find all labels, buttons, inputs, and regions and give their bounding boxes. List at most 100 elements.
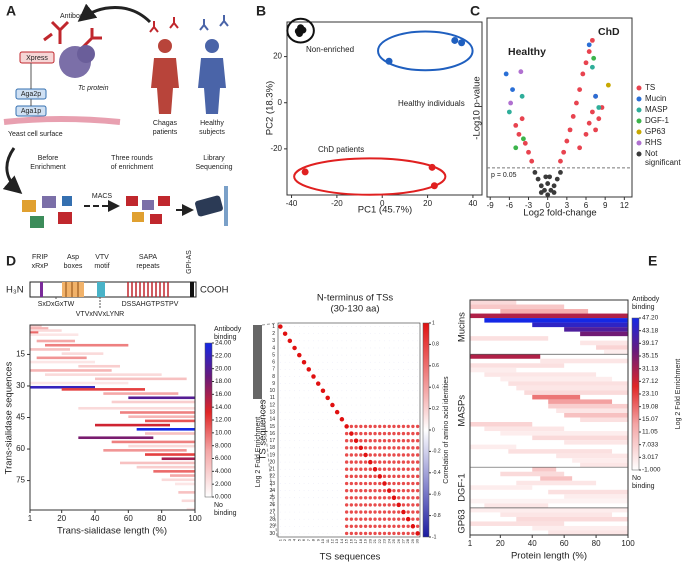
corr-dot [415,453,420,457]
corr-dot [359,460,363,464]
corr-dot [401,509,406,515]
corr-dot [374,404,376,406]
corr-dot [398,326,400,327]
corr-dot [384,390,385,392]
chart-title: (30-130 aa) [330,304,379,315]
corr-dot [332,468,333,470]
corr-dot [322,454,324,456]
corr-dot [392,503,396,507]
heat-cell [30,329,62,332]
point [605,82,611,88]
corr-dot [294,476,295,477]
legend-label: GP63 [645,127,666,136]
corr-dot [378,496,382,500]
heat-cell [145,419,195,423]
panel-label: A [6,3,16,19]
corr-dot [289,518,291,520]
corr-dot [327,533,329,534]
row-label: 18 [269,445,275,451]
heat-cell [470,313,628,319]
y-tick-label: 0 [278,98,283,107]
corr-dot [407,411,409,413]
corr-dot [393,383,395,384]
corr-dot [336,468,338,470]
corr-dot [368,517,372,521]
corr-dot [360,361,362,363]
row-label: 4 [272,345,275,351]
corr-dot [365,333,366,335]
corr-dot [346,340,347,342]
corr-dot [379,369,381,370]
corr-dot [341,390,343,392]
corr-dot [341,411,343,413]
corr-dot [388,354,390,356]
corr-dot [344,446,349,450]
heat-cell [532,525,628,531]
corr-dot [349,531,354,536]
corr-dot [351,326,352,327]
corr-dot [365,411,366,413]
corr-dot [360,369,362,370]
corr-dot [344,503,349,507]
corr-dot [289,369,291,370]
corr-dot [398,354,400,356]
corr-dot [388,376,390,377]
corr-dot [336,390,338,392]
tag-box [19,51,55,64]
corr-dot [365,361,366,363]
plot-frame [277,322,421,538]
heat-cell [45,343,129,347]
corr-dot [351,333,352,335]
corr-dot [341,397,343,399]
plot-frame [469,299,629,536]
corr-dot [403,418,404,420]
heat-cell [508,381,628,386]
corr-dot [284,461,286,463]
x-axis-label: PC1 (45.7%) [358,205,412,216]
corr-dot [313,518,314,520]
motif: VTVxNVxLYNR [76,311,125,318]
corr-dot [379,376,381,377]
point [574,100,579,106]
corr-dot [411,467,415,471]
heat-cell [484,426,565,432]
corr-dot [398,411,400,413]
corr-dot [284,426,286,427]
corr-dot [327,418,329,420]
corr-dot [280,533,281,534]
corr-dot [327,369,329,370]
corr-dot [368,481,372,486]
corr-dot [341,476,343,477]
corr-dot [322,376,324,377]
corr-dot [284,483,286,484]
corr-dot [298,468,300,470]
corr-dot [354,503,358,507]
corr-dot [317,476,319,477]
corr-dot [359,481,363,486]
corr-dot [298,433,300,434]
corr-dot [373,503,377,507]
colorbar-tick-label: 1 [432,320,435,326]
corr-dot [298,333,300,335]
corr-dot [344,467,349,471]
corr-dot [411,531,415,536]
corr-dot [397,488,401,493]
col-label: 28 [405,538,410,543]
x-tick-label: 20 [57,514,66,523]
corr-dot [359,496,363,500]
point [593,93,598,99]
corr-dot [341,361,343,363]
point [532,169,538,175]
heat-cell [532,322,628,328]
corr-dot [303,518,305,520]
corr-dot [374,418,376,420]
corr-dot [341,376,343,377]
point [510,87,515,92]
corr-dot [322,411,324,413]
corr-dot [336,383,338,384]
domain-label: VTV [95,254,109,261]
x-tick-label: -20 [331,199,343,208]
corr-dot [360,326,362,327]
corr-dot [284,511,286,513]
corr-dot [363,503,368,507]
